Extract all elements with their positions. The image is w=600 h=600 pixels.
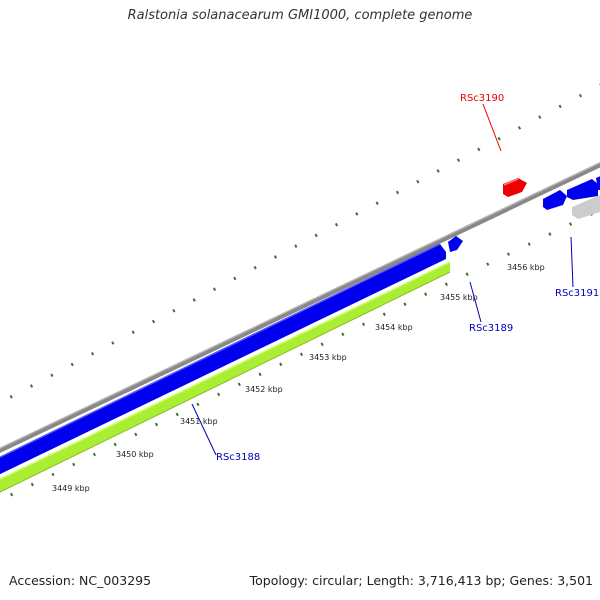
gc-content-outer-track <box>0 83 600 405</box>
gene-rsc3191-feature[interactable] <box>543 190 567 210</box>
rsc3190-leader-line <box>482 103 502 152</box>
accession-text: Accession: NC_003295 <box>9 573 152 588</box>
tick-label-3453: 3453 kbp <box>309 353 347 362</box>
rsc3189-leader-line <box>469 281 482 323</box>
genome-backbone <box>0 161 600 454</box>
tick-label-3455: 3455 kbp <box>440 293 478 302</box>
gc-skew-band <box>0 262 450 493</box>
tick-label-3451: 3451 kbp <box>180 417 218 426</box>
gene-feature-gray <box>572 195 600 219</box>
tick-label-3452: 3452 kbp <box>245 385 283 394</box>
gene-label-rsc3191[interactable]: RSc3191 <box>555 288 599 299</box>
map-title: Ralstonia solanacearum GMI1000, complete… <box>127 8 473 23</box>
gc-content-inner-track <box>0 208 600 502</box>
gene-label-rsc3188[interactable]: RSc3188 <box>216 452 260 463</box>
gene-feature-blue-right[interactable] <box>567 179 598 200</box>
rsc3188-leader-line <box>191 403 217 456</box>
gene-rsc3188-feature[interactable] <box>0 244 446 479</box>
tick-label-3450: 3450 kbp <box>116 450 154 459</box>
genome-summary-text: Topology: circular; Length: 3,716,413 bp… <box>249 573 593 588</box>
tick-label-3449: 3449 kbp <box>52 484 90 493</box>
rsc3191-leader-line <box>570 236 574 288</box>
gene-label-rsc3190[interactable]: RSc3190 <box>460 93 504 104</box>
gene-label-rsc3189[interactable]: RSc3189 <box>469 323 513 334</box>
tick-label-3454: 3454 kbp <box>375 323 413 332</box>
tick-label-3456: 3456 kbp <box>507 263 545 272</box>
gene-rsc3189-feature[interactable] <box>448 236 463 252</box>
